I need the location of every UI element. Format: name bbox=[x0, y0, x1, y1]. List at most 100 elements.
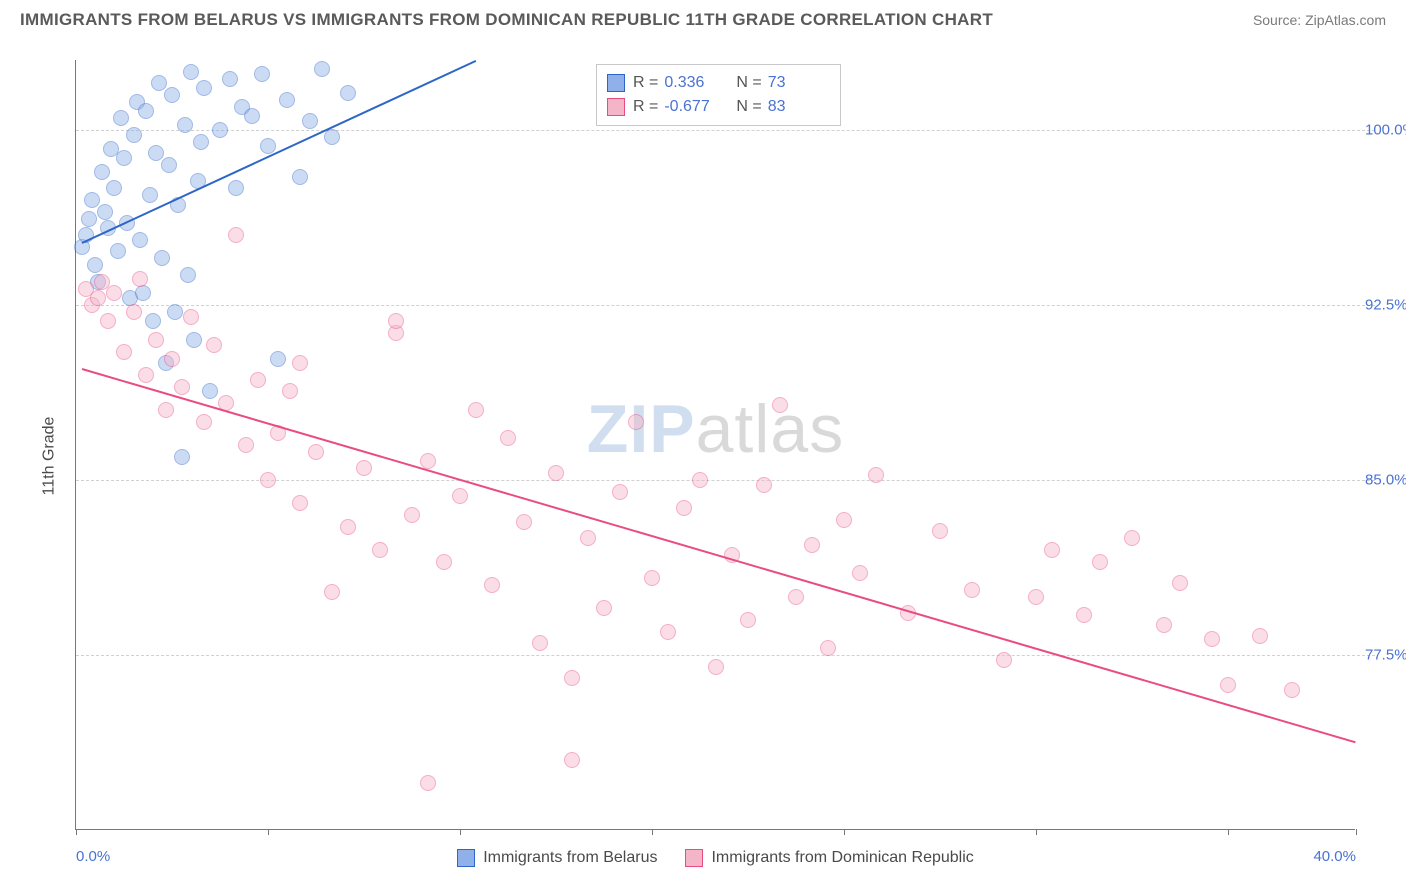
data-point bbox=[154, 250, 170, 266]
data-point bbox=[628, 414, 644, 430]
data-point bbox=[788, 589, 804, 605]
watermark: ZIPatlas bbox=[587, 390, 844, 468]
swatch-dominican bbox=[607, 98, 625, 116]
data-point bbox=[340, 519, 356, 535]
swatch-belarus bbox=[607, 74, 625, 92]
data-point bbox=[254, 66, 270, 82]
n-label: N = bbox=[736, 95, 761, 119]
data-point bbox=[110, 243, 126, 259]
series-legend: Immigrants from Belarus Immigrants from … bbox=[76, 849, 1355, 867]
data-point bbox=[90, 290, 106, 306]
data-point bbox=[222, 71, 238, 87]
n-label: N = bbox=[736, 71, 761, 95]
data-point bbox=[580, 530, 596, 546]
data-point bbox=[516, 514, 532, 530]
x-tick bbox=[268, 829, 269, 835]
x-tick bbox=[1036, 829, 1037, 835]
plot-region: ZIPatlas R = 0.336 N = 73 R = -0.677 N =… bbox=[75, 60, 1355, 830]
x-tick-label: 0.0% bbox=[76, 848, 110, 865]
data-point bbox=[132, 232, 148, 248]
data-point bbox=[142, 187, 158, 203]
x-tick-label: 40.0% bbox=[1313, 848, 1356, 865]
data-point bbox=[132, 271, 148, 287]
data-point bbox=[500, 430, 516, 446]
n-value-0: 73 bbox=[768, 71, 826, 95]
y-tick-label: 85.0% bbox=[1365, 472, 1406, 489]
data-point bbox=[113, 110, 129, 126]
r-value-0: 0.336 bbox=[664, 71, 722, 95]
data-point bbox=[404, 507, 420, 523]
data-point bbox=[740, 612, 756, 628]
data-point bbox=[186, 332, 202, 348]
data-point bbox=[692, 472, 708, 488]
r-value-1: -0.677 bbox=[664, 95, 722, 119]
data-point bbox=[836, 512, 852, 528]
data-point bbox=[356, 460, 372, 476]
data-point bbox=[1172, 575, 1188, 591]
data-point bbox=[100, 313, 116, 329]
x-tick bbox=[844, 829, 845, 835]
watermark-atlas: atlas bbox=[696, 391, 845, 467]
data-point bbox=[167, 304, 183, 320]
data-point bbox=[676, 500, 692, 516]
data-point bbox=[206, 337, 222, 353]
data-point bbox=[138, 103, 154, 119]
data-point bbox=[174, 379, 190, 395]
data-point bbox=[820, 640, 836, 656]
chart-area: 11th Grade ZIPatlas R = 0.336 N = 73 R =… bbox=[20, 40, 1386, 872]
data-point bbox=[135, 285, 151, 301]
data-point bbox=[183, 309, 199, 325]
data-point bbox=[116, 344, 132, 360]
legend-row-1: R = -0.677 N = 83 bbox=[607, 95, 826, 119]
data-point bbox=[148, 332, 164, 348]
legend-label-1: Immigrants from Dominican Republic bbox=[711, 849, 973, 867]
data-point bbox=[84, 192, 100, 208]
data-point bbox=[1124, 530, 1140, 546]
correlation-legend: R = 0.336 N = 73 R = -0.677 N = 83 bbox=[596, 64, 841, 126]
data-point bbox=[94, 274, 110, 290]
data-point bbox=[180, 267, 196, 283]
data-point bbox=[174, 449, 190, 465]
data-point bbox=[1220, 677, 1236, 693]
data-point bbox=[302, 113, 318, 129]
data-point bbox=[596, 600, 612, 616]
r-label: R = bbox=[633, 71, 658, 95]
y-tick-label: 92.5% bbox=[1365, 297, 1406, 314]
data-point bbox=[852, 565, 868, 581]
data-point bbox=[212, 122, 228, 138]
legend-row-0: R = 0.336 N = 73 bbox=[607, 71, 826, 95]
data-point bbox=[244, 108, 260, 124]
data-point bbox=[238, 437, 254, 453]
gridline-h bbox=[76, 655, 1375, 656]
n-value-1: 83 bbox=[768, 95, 826, 119]
data-point bbox=[1156, 617, 1172, 633]
data-point bbox=[292, 495, 308, 511]
y-tick-label: 100.0% bbox=[1365, 122, 1406, 139]
data-point bbox=[1028, 589, 1044, 605]
gridline-h bbox=[76, 305, 1375, 306]
data-point bbox=[81, 211, 97, 227]
data-point bbox=[161, 157, 177, 173]
data-point bbox=[106, 285, 122, 301]
data-point bbox=[484, 577, 500, 593]
data-point bbox=[196, 80, 212, 96]
data-point bbox=[126, 304, 142, 320]
data-point bbox=[250, 372, 266, 388]
data-point bbox=[158, 402, 174, 418]
y-tick-label: 77.5% bbox=[1365, 647, 1406, 664]
data-point bbox=[772, 397, 788, 413]
legend-item-0: Immigrants from Belarus bbox=[457, 849, 657, 867]
data-point bbox=[164, 351, 180, 367]
x-tick bbox=[460, 829, 461, 835]
data-point bbox=[644, 570, 660, 586]
data-point bbox=[532, 635, 548, 651]
data-point bbox=[87, 257, 103, 273]
data-point bbox=[1252, 628, 1268, 644]
data-point bbox=[1092, 554, 1108, 570]
data-point bbox=[314, 61, 330, 77]
data-point bbox=[660, 624, 676, 640]
data-point bbox=[756, 477, 772, 493]
data-point bbox=[106, 180, 122, 196]
data-point bbox=[868, 467, 884, 483]
gridline-h bbox=[76, 130, 1375, 131]
